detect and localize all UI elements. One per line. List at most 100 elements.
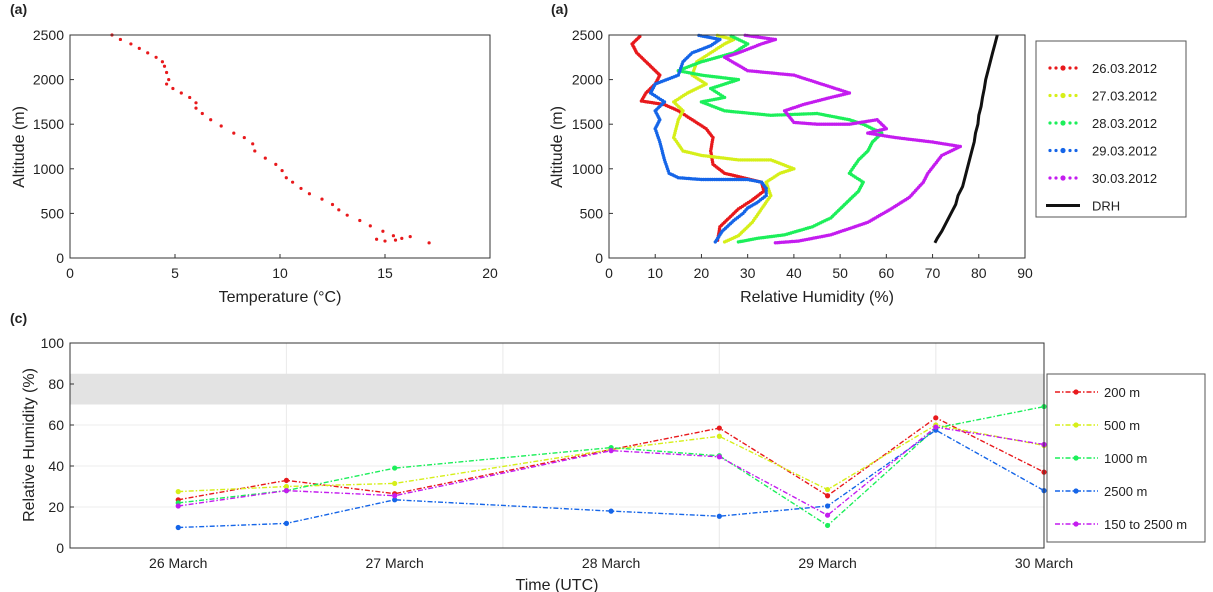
series-2500-m-point [283,520,290,527]
y-tick-label: 1000 [33,161,64,177]
y-tick-label: 80 [48,376,64,392]
temperature-point [337,208,341,212]
x-tick-label: 40 [786,265,802,281]
temperature-point [200,111,204,116]
humidity-profile-legend-box [1035,40,1187,218]
series-200-m-point [933,415,939,421]
temperature-chart: 0 5 10 15 20 0 500 1000 1500 2000 2500 Temperature… [11,27,498,306]
series-2500-m-point [824,503,831,509]
temperature-point [408,234,412,239]
temperature-point [194,101,198,105]
series-150-to-2500-m-point [933,424,939,430]
temperature-point [391,234,395,238]
y-tick-label: 100 [41,335,65,351]
legend-label: 200 m [1104,385,1140,400]
temperature-y-axis-label: Altitude (m) [11,106,28,188]
series-500-m-point [283,483,290,490]
legend-marker [1048,176,1052,180]
series-200-m-point [716,425,722,431]
legend-marker [1060,120,1066,126]
series-26-03-2012-point [638,34,642,39]
y-tick-label: 0 [56,540,64,556]
temperature-point [383,239,387,243]
y-tick-label: 1500 [572,116,603,132]
y-tick-label: 1000 [572,161,603,177]
legend-marker [1060,65,1066,71]
panel-label-a-humidity: (a) [551,1,568,17]
humidity-time-legend: 200 m 500 m 1000 m 2500 m 150 to 2500 m [1055,385,1187,532]
legend-label: 27.03.2012 [1092,89,1157,104]
temperature-point [129,42,133,46]
temperature-point [232,131,236,135]
x-tick-label: 20 [694,265,710,281]
humidity-time-marks [175,403,1047,531]
series-200-m-line [178,416,1045,501]
temperature-point [160,60,164,64]
x-tick-label: 5 [171,265,179,281]
temperature-point [375,237,379,241]
y-tick-label: 500 [580,205,604,221]
y-tick-label: 500 [41,205,65,221]
x-tick-label: 29 March [798,555,856,571]
x-tick-label: 30 March [1015,555,1073,571]
temperature-point [253,149,257,153]
temperature-point [179,91,183,95]
humidity-profile-legend: 26.03.2012 27.03.2012 28.03.2012 29.03.2012… [1046,61,1157,214]
legend-marker [1073,488,1079,494]
series-500-m-point [824,486,831,493]
legend-marker [1074,66,1078,70]
temperature-point [162,64,167,68]
temperature-point [171,86,175,91]
legend-marker [1068,176,1072,180]
temperature-point [137,46,141,50]
temperature-point [251,142,255,146]
series-drh-line [933,34,999,244]
temperature-point [368,224,372,228]
series-1000-m-line [178,405,1045,527]
legend-marker [1054,66,1058,70]
x-tick-label: 70 [925,265,941,281]
series-150-to-2500-m-point [824,512,831,518]
temperature-point [330,202,335,207]
series-150-to-2500-m-point [392,493,398,499]
legend-marker [1074,148,1078,153]
temperature-point [167,78,171,82]
series-29-03-2012-point [764,193,768,198]
temperature-point [154,55,158,59]
panel-label-a-temperature: (a) [10,1,27,17]
legend-label: DRH [1092,199,1120,214]
legend-marker [1048,66,1052,70]
x-tick-label: 26 March [149,555,207,571]
temperature-point [299,186,303,191]
series-150-to-2500-m-point [175,503,181,509]
temperature-marks [110,33,431,245]
x-tick-label: 60 [879,265,895,281]
humidity-profile-marks [630,33,999,245]
legend-label: 28.03.2012 [1092,116,1157,131]
legend-marker [1073,521,1079,527]
y-tick-label: 60 [48,417,64,433]
temperature-point [393,238,398,242]
series-150-to-2500-m-point [716,454,722,460]
humidity-time-axes-frame [69,342,1045,549]
series-200-m-point [283,477,290,483]
series-500-m-line [178,424,1045,493]
series-2500-m-point [608,508,614,514]
humidity-profile-y-axis-label: Altitude (m) [549,106,566,188]
x-tick-label: 50 [832,265,848,281]
x-tick-label: 10 [647,265,663,281]
series-500-m-point [716,433,722,439]
humidity-profile-chart: 0 10 20 30 40 50 60 70 80 9005001000150020002500 … [549,27,1187,306]
y-tick-label: 1500 [33,116,64,132]
legend-marker [1060,92,1066,99]
panel-label-c: (c) [10,310,27,326]
series-1000-m-point [824,522,831,529]
temperature-point [274,162,278,166]
y-tick-label: 20 [48,499,64,515]
humidity-time-y-axis-label: Relative Humidity (%) [21,368,38,522]
temperature-point [381,229,385,233]
series-150-to-2500-m-line [178,426,1045,517]
y-tick-label: 2500 [33,27,64,43]
legend-marker [1054,176,1058,180]
x-tick-label: 20 [482,265,498,281]
